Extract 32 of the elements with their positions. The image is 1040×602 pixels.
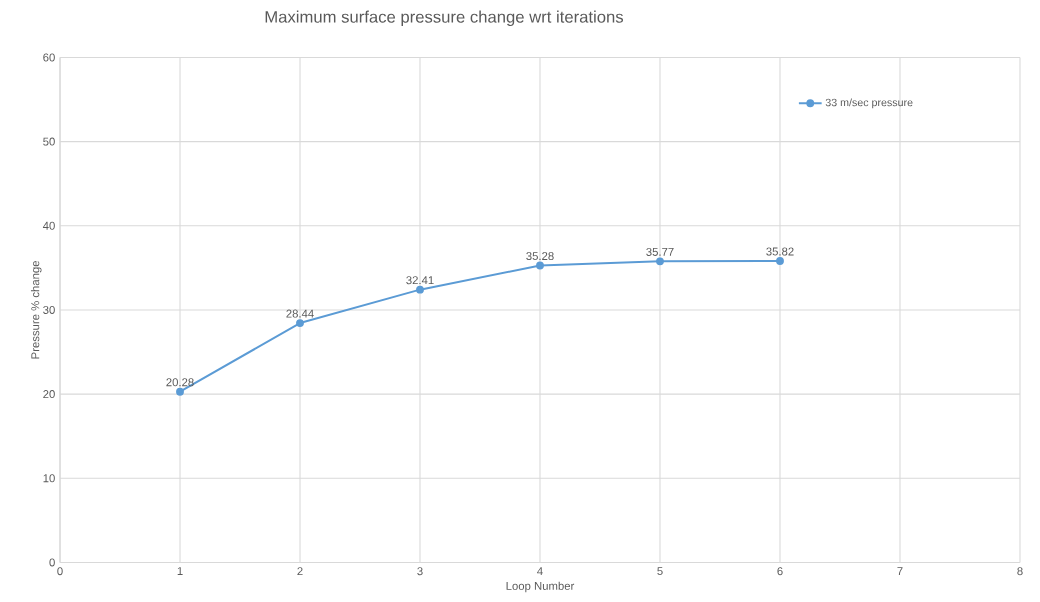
y-tick-label: 40 — [42, 221, 55, 230]
point — [656, 257, 664, 266]
y-axis-title: Pressure % change — [30, 261, 42, 359]
y-tick-label: 0 — [49, 558, 55, 567]
point — [176, 387, 184, 396]
chart-title: Maximum surface pressure change wrt iterations — [265, 10, 624, 27]
x-axis-title: Loop Number — [506, 581, 575, 593]
y-tick-label: 50 — [43, 137, 55, 146]
y-tick-label: 30 — [43, 305, 55, 314]
x-tick-label: 3 — [417, 567, 423, 576]
x-tick-label: 2 — [297, 567, 303, 576]
point — [536, 261, 544, 270]
x-tick-label: 4 — [537, 567, 543, 575]
y-tick-label: 60 — [43, 53, 55, 62]
point — [296, 319, 304, 327]
x-tick-label: 6 — [777, 567, 783, 576]
y-tick-label: 20 — [43, 390, 55, 399]
data-label: 20.28 — [166, 378, 194, 387]
point — [776, 257, 784, 265]
x-tick-label: 7 — [897, 567, 903, 575]
data-label: 35.82 — [766, 247, 794, 256]
point — [416, 285, 424, 294]
data-label: 35.77 — [646, 247, 674, 256]
data-label: 35.28 — [526, 252, 554, 261]
x-tick-label: 8 — [1017, 567, 1023, 576]
y-tick-label: 10 — [43, 474, 55, 483]
data-label: 32.41 — [406, 276, 434, 285]
legend-label: 33 m/sec pressure — [825, 98, 913, 109]
data-label: 28.44 — [286, 309, 314, 318]
x-tick-label: 5 — [657, 567, 663, 576]
x-tick-label: 0 — [57, 567, 63, 576]
x-tick-label: 1 — [177, 567, 183, 575]
